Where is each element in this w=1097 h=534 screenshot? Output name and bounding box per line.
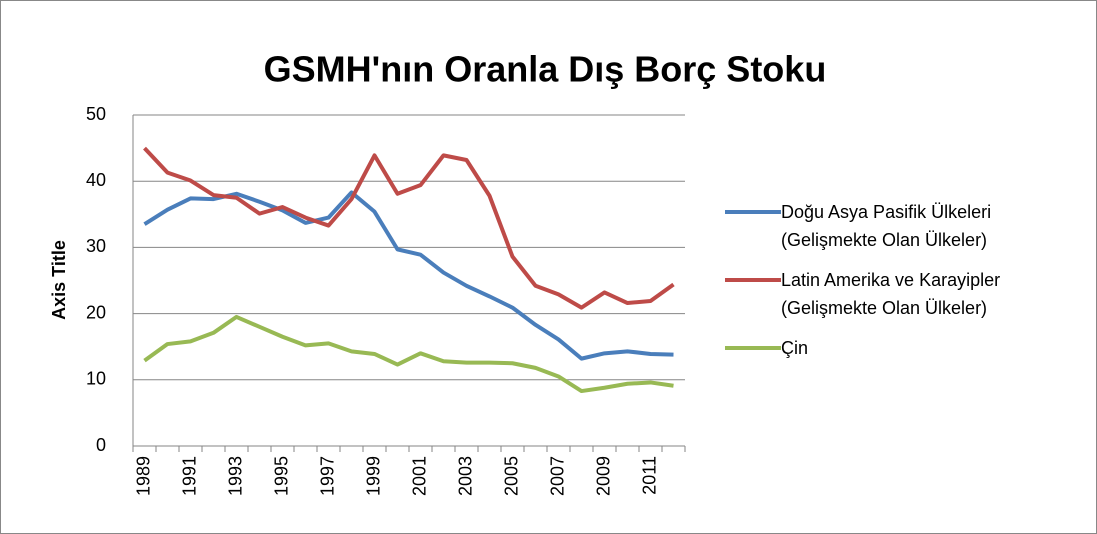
legend: Doğu Asya Pasifik Ülkeleri (Gelişmekte O… <box>725 198 1085 374</box>
x-tick-label: 1991 <box>179 456 199 496</box>
legend-item: Çin <box>725 334 1085 362</box>
legend-swatch <box>725 210 781 214</box>
legend-label: Doğu Asya Pasifik Ülkeleri (Gelişmekte O… <box>781 202 992 250</box>
x-tick-label: 2001 <box>409 456 429 496</box>
y-tick-label: 0 <box>96 435 106 455</box>
x-tick-label: 1993 <box>225 456 245 496</box>
y-tick-label: 30 <box>86 236 106 256</box>
x-tick-label: 2005 <box>501 456 521 496</box>
series-line <box>143 146 675 310</box>
x-tick-label: 2003 <box>455 456 475 496</box>
x-tick-label: 2007 <box>547 456 567 496</box>
series-line <box>143 314 674 394</box>
x-tick-label: 2009 <box>593 456 613 496</box>
y-tick-label: 20 <box>86 302 106 322</box>
legend-item: Latin Amerika ve Karayipler (Gelişmekte … <box>725 266 1085 322</box>
series-line <box>143 190 674 361</box>
chart-title: GSMH'nın Oranla Dış Borç Stoku <box>264 49 827 90</box>
legend-item: Doğu Asya Pasifik Ülkeleri (Gelişmekte O… <box>725 198 1085 254</box>
legend-swatch <box>725 278 781 282</box>
legend-swatch <box>725 346 781 350</box>
y-tick-label: 50 <box>86 104 106 124</box>
y-tick-label: 40 <box>86 170 106 190</box>
x-tick-label: 1997 <box>317 456 337 496</box>
x-tick-label: 1999 <box>363 456 383 496</box>
legend-label: Çin <box>781 338 809 358</box>
y-axis-title: Axis Title <box>49 240 69 320</box>
legend-label: Latin Amerika ve Karayipler (Gelişmekte … <box>781 270 1001 318</box>
x-tick-label: 1989 <box>133 456 153 496</box>
y-tick-label: 10 <box>86 369 106 389</box>
x-tick-label: 2011 <box>639 456 659 495</box>
x-tick-label: 1995 <box>271 456 291 496</box>
